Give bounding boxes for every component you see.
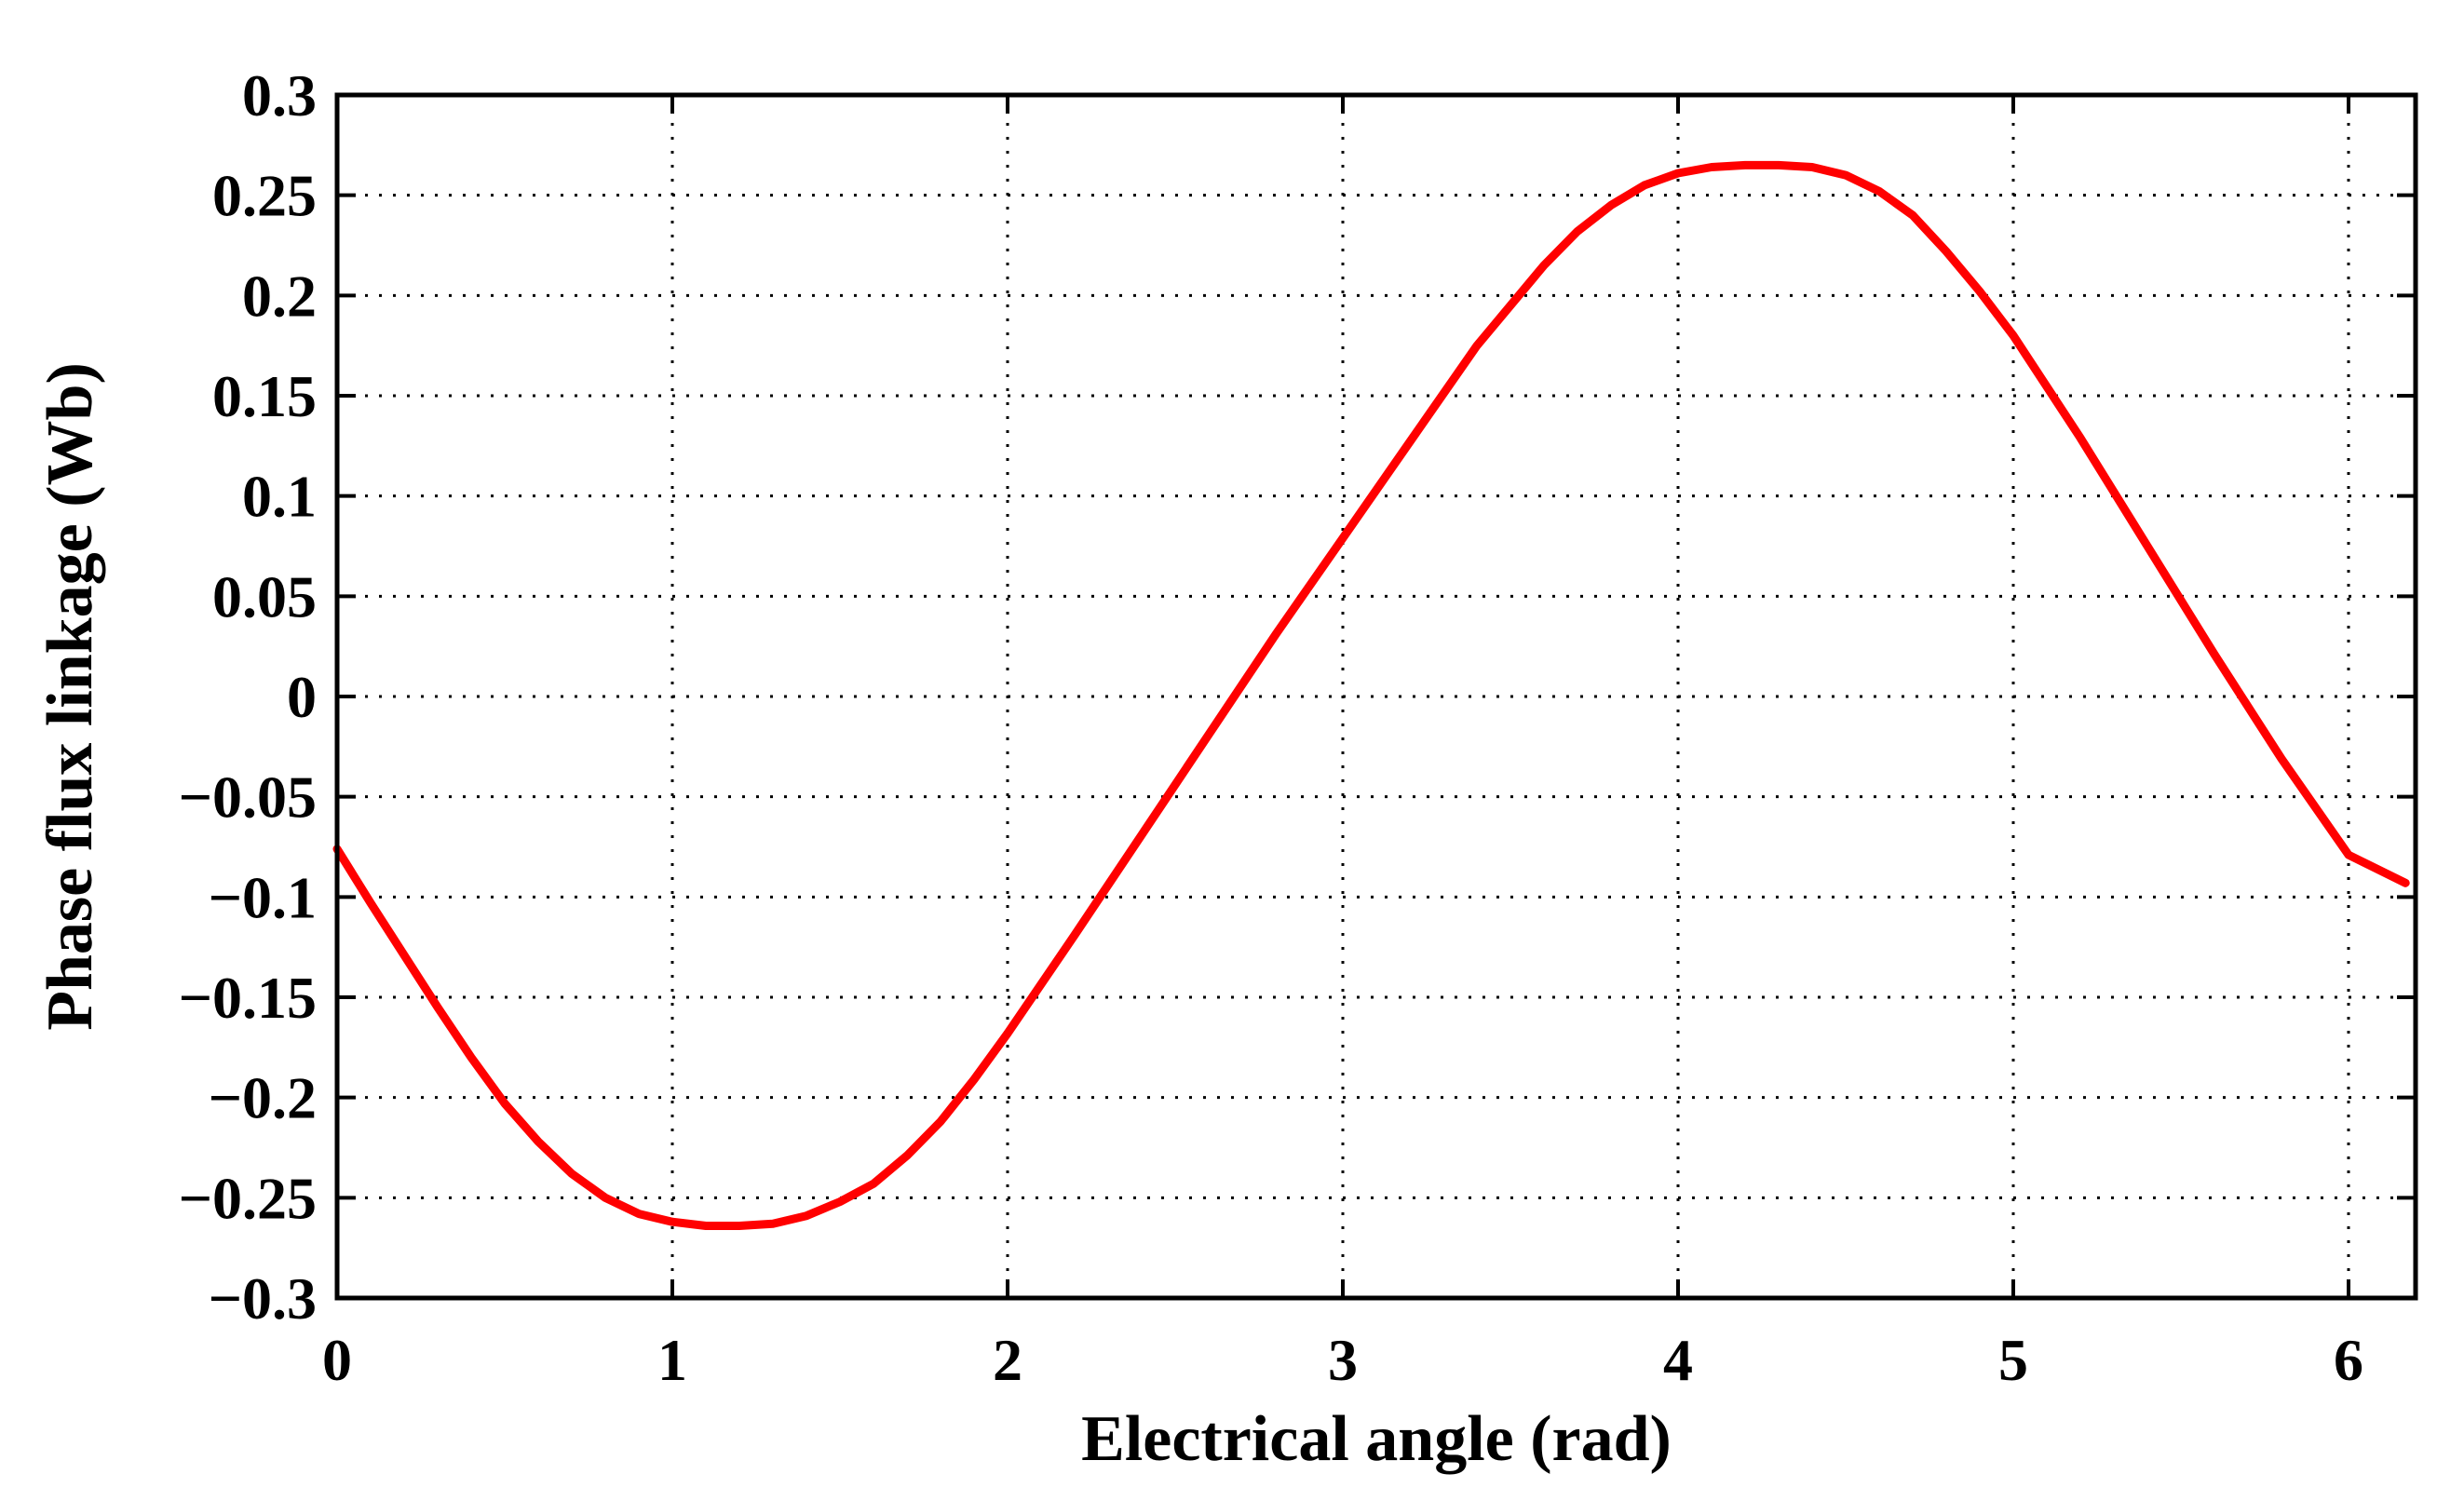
y-axis-title: Phase flux linkage (Wb) [34,362,106,1031]
x-tick-label: 1 [657,1327,687,1393]
y-tick-label: 0.05 [212,563,317,629]
y-tick-label: 0 [287,664,317,730]
y-tick-label: 0.1 [242,464,317,530]
y-tick-label: 0.25 [212,163,317,229]
y-tick-label: 0.15 [212,363,317,429]
series-group [332,160,2410,1230]
series-line-1 [332,160,2410,1230]
y-tick-label: −0.3 [209,1265,317,1332]
x-tick-label: 5 [1998,1327,2028,1393]
y-tick-label: −0.2 [209,1065,317,1131]
x-tick-label: 4 [1663,1327,1693,1393]
y-tick-label: −0.1 [209,864,317,930]
y-tick-label: 0.2 [242,263,317,329]
x-tick-label: 2 [993,1327,1022,1393]
x-tick-labels: 0 1 2 3 4 5 6 [322,1327,2363,1393]
x-tick-label: 6 [2334,1327,2363,1393]
x-tick-label: 0 [322,1327,352,1393]
grid [337,95,2416,1298]
y-tick-label: 0.3 [242,62,317,128]
x-tick-label: 3 [1328,1327,1358,1393]
x-axis-title: Electrical angle (rad) [1081,1403,1672,1475]
y-tick-labels: −0.3 −0.25 −0.2 −0.15 −0.1 −0.05 0 0.05 0.1 0.15 0… [179,62,317,1332]
y-tick-label: −0.05 [179,764,317,831]
y-tick-label: −0.25 [179,1165,317,1231]
tick-marks [335,93,2416,1300]
y-tick-label: −0.15 [179,965,317,1031]
